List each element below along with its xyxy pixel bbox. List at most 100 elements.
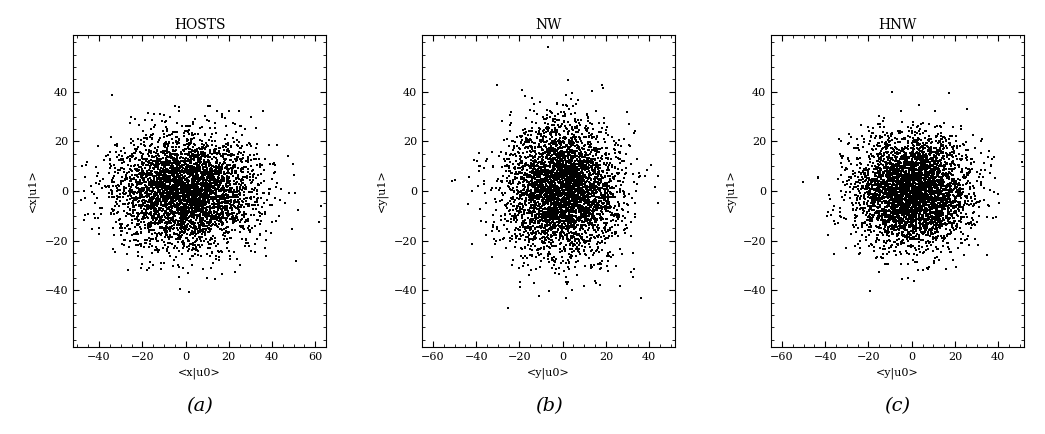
Point <box>583 155 600 162</box>
Point <box>898 211 914 218</box>
Point <box>188 205 205 212</box>
Point <box>895 194 911 201</box>
Point <box>127 146 144 153</box>
Point <box>479 155 495 162</box>
Point <box>163 219 180 226</box>
Point <box>166 185 183 192</box>
Point <box>163 169 180 176</box>
Point <box>598 198 614 205</box>
Point <box>906 198 923 205</box>
Point <box>168 143 185 150</box>
Point <box>909 148 926 155</box>
Point <box>168 189 185 196</box>
Point <box>891 181 908 187</box>
Point <box>586 196 603 203</box>
Point <box>545 148 562 155</box>
Point <box>942 198 958 205</box>
Point <box>911 177 928 184</box>
Point <box>541 113 558 120</box>
Point <box>210 253 227 260</box>
Point <box>942 204 958 211</box>
Point <box>207 168 224 175</box>
Point <box>181 246 198 253</box>
Point <box>915 146 932 153</box>
Point <box>517 171 534 178</box>
Point <box>891 163 908 170</box>
Point <box>904 220 921 227</box>
Point <box>572 181 588 188</box>
Point <box>242 179 259 186</box>
Point <box>527 235 543 242</box>
Point <box>525 168 541 175</box>
Point <box>552 202 568 209</box>
Point <box>915 142 932 149</box>
Point <box>621 141 637 148</box>
Point <box>207 220 224 227</box>
Point <box>171 136 188 143</box>
Point <box>249 195 265 202</box>
Point <box>156 118 172 125</box>
Point <box>148 233 165 240</box>
Point <box>134 158 150 165</box>
Point <box>908 153 925 160</box>
Point <box>535 213 552 220</box>
Point <box>915 156 932 163</box>
Point <box>172 205 189 212</box>
Point <box>573 181 589 188</box>
Point <box>959 178 976 185</box>
Point <box>585 205 602 212</box>
Point <box>878 149 895 156</box>
Point <box>155 181 171 188</box>
Point <box>506 217 522 224</box>
Point <box>925 155 942 161</box>
Point <box>891 207 908 214</box>
Point <box>885 176 902 183</box>
Point <box>885 199 902 206</box>
Point <box>207 143 224 150</box>
Point <box>911 190 928 197</box>
Point <box>887 161 904 168</box>
Point <box>508 168 525 175</box>
Point <box>959 156 976 163</box>
Point <box>911 211 928 218</box>
Point <box>916 219 933 226</box>
Point <box>136 155 153 162</box>
Point <box>143 136 160 143</box>
Point <box>882 190 899 197</box>
Point <box>269 142 285 149</box>
Point <box>124 138 141 145</box>
Point <box>905 222 922 229</box>
Point <box>590 224 607 231</box>
Point <box>558 171 575 178</box>
Point <box>949 199 966 206</box>
Point <box>944 149 960 156</box>
Point <box>599 207 616 214</box>
Point <box>567 173 584 180</box>
Point <box>552 138 568 145</box>
Point <box>923 168 939 175</box>
Point <box>256 244 273 251</box>
Point <box>522 202 539 209</box>
Point <box>901 191 918 198</box>
Point <box>510 148 527 155</box>
Point <box>554 207 571 214</box>
Point <box>216 185 233 192</box>
Point <box>926 189 943 196</box>
Point <box>903 150 920 157</box>
Point <box>902 194 919 201</box>
Point <box>852 206 868 213</box>
Point <box>148 220 165 227</box>
Point <box>982 162 999 169</box>
Point <box>541 209 558 216</box>
Point <box>570 143 586 150</box>
Point <box>552 149 568 156</box>
Point <box>213 188 230 195</box>
Point <box>918 247 934 254</box>
Point <box>945 197 961 204</box>
Point <box>627 211 644 218</box>
Point <box>178 184 194 191</box>
Point <box>116 191 133 198</box>
Point <box>889 231 906 238</box>
Point <box>980 201 997 208</box>
Point <box>184 180 201 187</box>
